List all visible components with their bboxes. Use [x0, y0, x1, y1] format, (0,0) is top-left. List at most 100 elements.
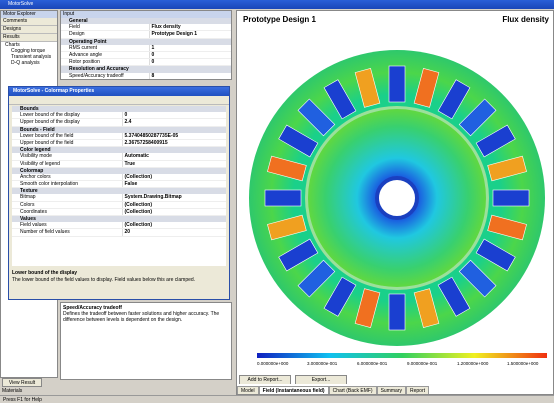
materials-tab[interactable]: Materials: [2, 388, 23, 394]
explorer-title: Motor Explorer: [1, 11, 57, 18]
stator-slot: [487, 214, 527, 241]
property-value: True: [121, 160, 227, 167]
stator-slot: [437, 276, 471, 317]
property-name: Bitmap: [20, 194, 36, 201]
property-value: False: [121, 181, 227, 188]
property-row[interactable]: Upper bound of the display 2.4: [12, 119, 226, 127]
stator-slot: [297, 98, 336, 137]
input-title: Input: [61, 11, 231, 18]
dialog-help-text: The lower bound of the field values to d…: [12, 277, 196, 283]
property-row[interactable]: Visibility mode Automatic: [12, 153, 226, 161]
property-row[interactable]: Colors (Collection): [12, 201, 226, 209]
property-row[interactable]: Visibility of legend True: [12, 160, 227, 168]
help-text: Defines the tradeoff between faster solu…: [63, 311, 220, 323]
property-name: Design: [69, 31, 85, 38]
property-name: Anchor colors: [20, 173, 51, 180]
property-value: Flux density: [148, 24, 232, 31]
property-value: (Collection): [121, 222, 227, 229]
explorer-tab[interactable]: Designs: [1, 26, 57, 34]
stator-slot: [278, 238, 319, 272]
view-button[interactable]: Export...: [295, 375, 347, 384]
property-row[interactable]: Coordinates (Collection): [12, 208, 226, 216]
view: Prototype Design 1 Flux density 0.000000…: [236, 10, 554, 395]
tree-item[interactable]: D-Q analysis: [11, 60, 40, 66]
property-row[interactable]: Anchor colors (Collection): [12, 173, 227, 182]
property-name: Upper bound of the field: [20, 139, 74, 146]
property-row[interactable]: Advance angle 0: [61, 51, 232, 60]
property-name: Number of field values: [20, 229, 70, 236]
stator-slot: [388, 293, 406, 331]
property-row[interactable]: Lower bound of the display 0: [12, 112, 227, 120]
stator-slot: [323, 276, 357, 317]
toolbar: [9, 96, 229, 105]
property-value: 0: [148, 59, 232, 66]
color-legend: [257, 353, 547, 358]
section-header: Texture: [12, 188, 226, 195]
design-title: Prototype Design 1: [243, 15, 316, 24]
property-value: 8: [148, 72, 232, 79]
property-row[interactable]: Rotor position 0: [61, 59, 232, 67]
property-row[interactable]: Bitmap System.Drawing.Bitmap: [12, 194, 227, 202]
property-value: Prototype Design 1: [148, 31, 232, 38]
stator-slot: [267, 214, 307, 241]
property-value: 0: [148, 51, 232, 59]
property-name: Field: [69, 24, 80, 31]
help-title: Speed/Accuracy tradeoff: [63, 305, 122, 311]
property-row[interactable]: Speed/Accuracy tradeoff 8: [61, 72, 232, 79]
stator-slot: [267, 155, 307, 182]
view-tab[interactable]: Report: [406, 386, 430, 394]
property-row[interactable]: Number of field values 20: [12, 229, 226, 237]
tree-item[interactable]: Transient analysis: [11, 54, 52, 60]
stator-slot: [388, 65, 406, 103]
property-value: 1: [148, 44, 232, 51]
property-value: 0: [121, 112, 227, 119]
field-title: Flux density: [502, 15, 549, 24]
dialog-help-title: Lower bound of the display: [12, 270, 77, 276]
property-value: 5.37404850287735E-05: [121, 132, 227, 139]
stator-slot: [413, 68, 440, 108]
explorer-tab[interactable]: Results: [1, 34, 57, 42]
view-tab[interactable]: Model: [237, 386, 259, 394]
property-name: RMS current: [69, 44, 98, 51]
dialog-grid: Bounds Lower bound of the display 0 Upper b…: [12, 106, 226, 266]
property-name: Speed/Accuracy tradeoff: [69, 72, 124, 79]
view-button[interactable]: Add to Report...: [239, 375, 291, 384]
property-row[interactable]: Upper bound of the field 2.36757258400915: [12, 139, 227, 148]
section-header: Colormap: [12, 167, 226, 174]
property-name: Upper bound of the display: [20, 119, 80, 126]
property-row[interactable]: Design Prototype Design 1: [61, 31, 232, 39]
property-name: Colors: [20, 201, 35, 208]
property-value: 2.36757258400915: [121, 139, 227, 147]
view-tab[interactable]: Chart (Back EMF): [328, 386, 377, 394]
view-result-button[interactable]: View Result: [2, 378, 42, 387]
stator-slot: [458, 98, 497, 137]
stator-slot: [492, 189, 530, 207]
stator-slot: [297, 259, 336, 298]
view-tab[interactable]: Summary: [376, 386, 406, 394]
legend-label: 9.000000e-001: [407, 361, 438, 366]
stator-slot: [475, 124, 516, 158]
section-header: Bounds - Field: [12, 126, 226, 133]
property-row[interactable]: Smooth color interpolation False: [12, 181, 227, 189]
property-row[interactable]: Field Flux density: [61, 24, 232, 32]
tree-item[interactable]: Charts: [5, 42, 20, 48]
colormap-dialog: MotorSolve - Colormap Properties Bounds Lo…: [8, 86, 230, 300]
view-tab[interactable]: Field (Instantaneous field): [258, 386, 329, 394]
property-row[interactable]: Lower bound of the field 5.37404850287735…: [12, 132, 227, 140]
property-value: (Collection): [121, 173, 227, 181]
property-row[interactable]: Field values (Collection): [12, 222, 227, 230]
property-row[interactable]: RMS current 1: [61, 44, 232, 52]
field-plot: Prototype Design 1 Flux density 0.000000…: [243, 15, 550, 366]
section-header: Resolution and Accuracy: [61, 66, 231, 73]
dialog-title: MotorSolve - Colormap Properties: [9, 87, 229, 96]
section-header: Operating Point: [61, 38, 231, 45]
legend-label: 1.500000e+000: [507, 361, 539, 366]
property-value: System.Drawing.Bitmap: [121, 194, 227, 201]
tree-item[interactable]: Cogging torque: [11, 48, 46, 54]
property-name: Field values: [20, 222, 47, 229]
legend-label: 1.200000e+000: [457, 361, 489, 366]
shaft: [375, 176, 419, 220]
stator-slot: [323, 79, 357, 120]
stator-slot: [413, 288, 440, 328]
explorer-tab[interactable]: Comments: [1, 18, 57, 26]
